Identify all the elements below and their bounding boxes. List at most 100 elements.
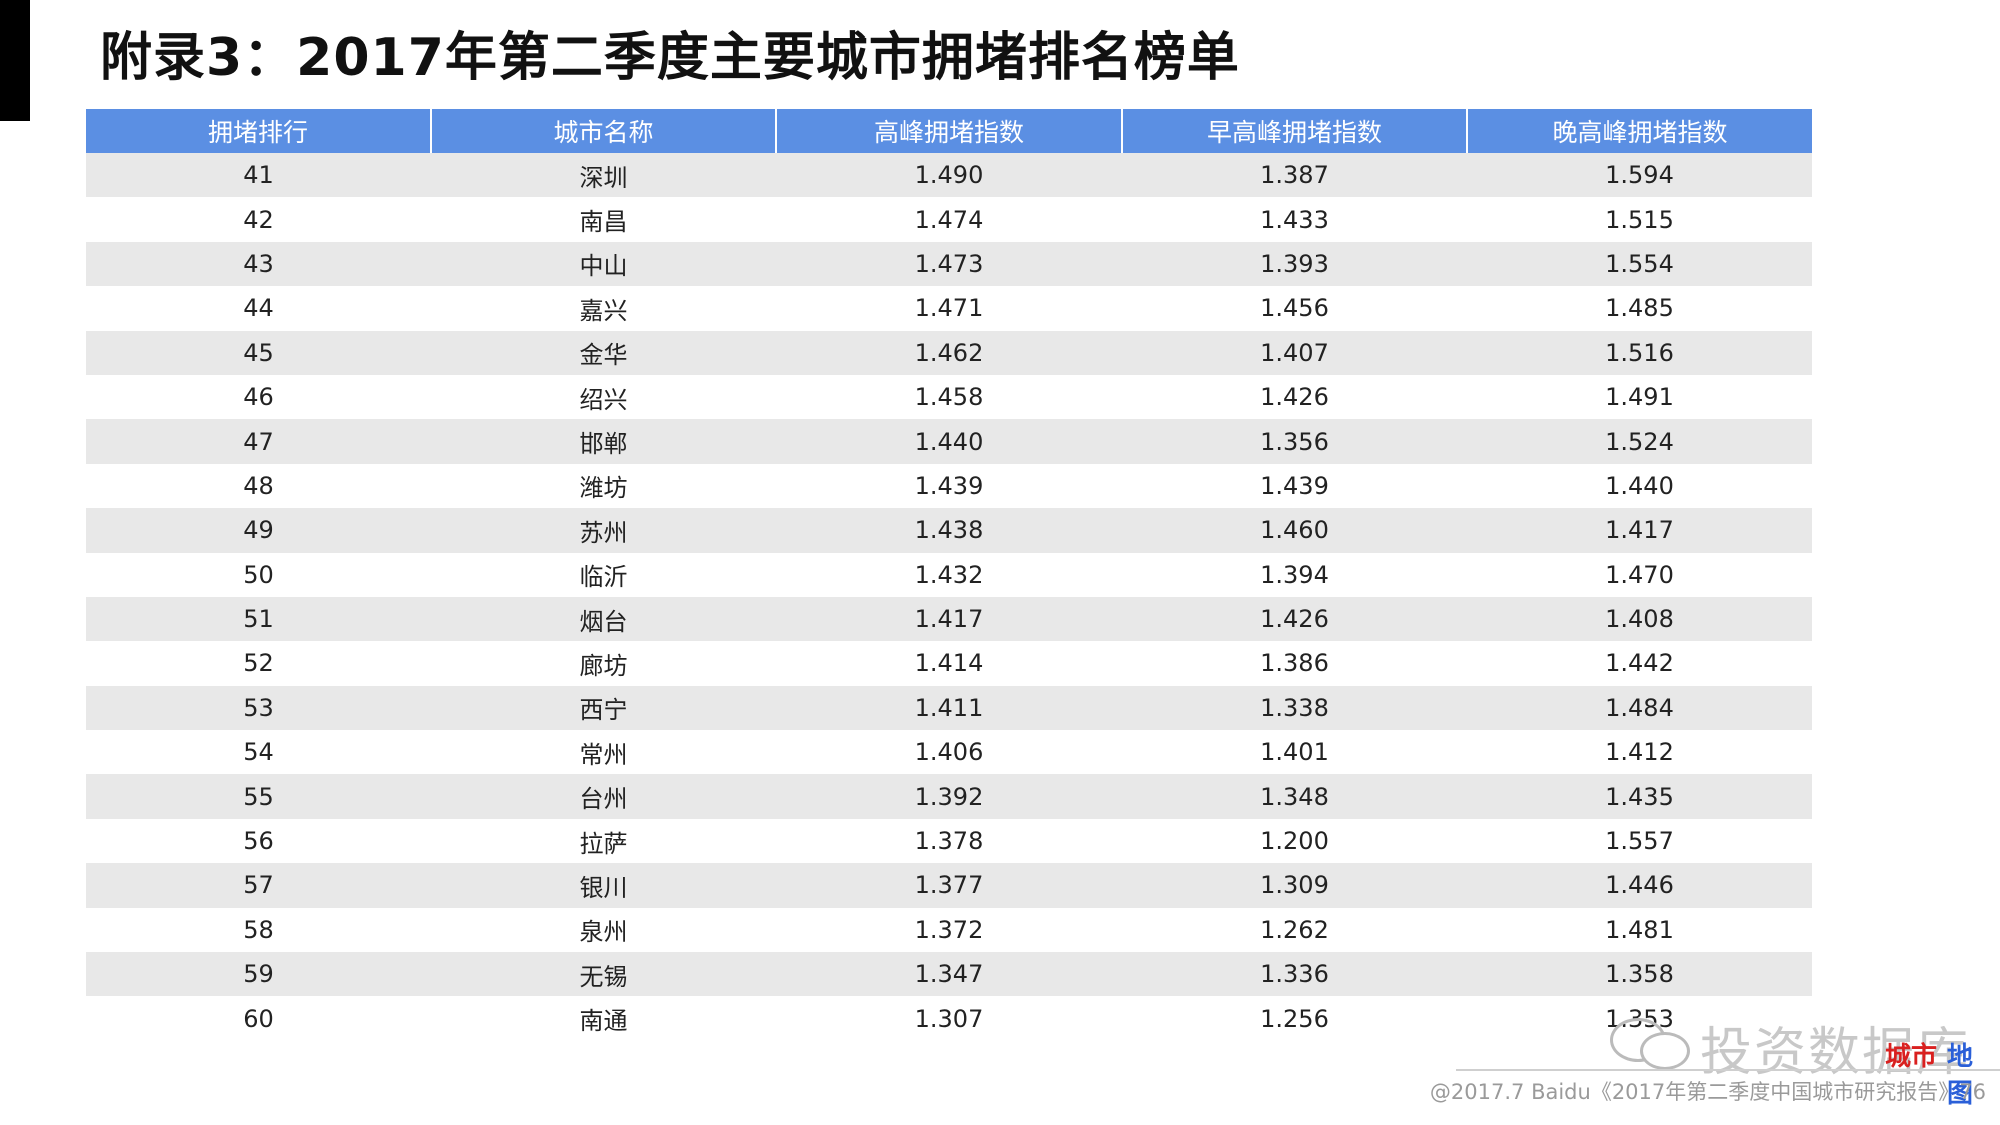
cell-morning-peak-index: 1.433	[1122, 197, 1467, 242]
cell-morning-peak-index: 1.407	[1122, 330, 1467, 375]
table-row: 47 邯郸 1.440 1.356 1.524	[86, 419, 1812, 464]
cell-rank: 60	[86, 996, 431, 1041]
cell-city: 深圳	[431, 153, 776, 198]
cell-morning-peak-index: 1.338	[1122, 685, 1467, 731]
cell-rank: 41	[86, 153, 431, 198]
table-row: 50 临沂 1.432 1.394 1.470	[86, 552, 1812, 597]
page-title: 附录3：2017年第二季度主要城市拥堵排名榜单	[100, 28, 1240, 88]
cell-city: 台州	[431, 774, 776, 819]
cell-rank: 54	[86, 730, 431, 775]
watermark: 投资数据库 城市 地图	[1600, 1000, 2000, 1109]
table-row: 59 无锡 1.347 1.336 1.358	[86, 952, 1812, 997]
cell-rank: 44	[86, 286, 431, 331]
cell-peak-index: 1.414	[776, 641, 1122, 686]
cell-city: 苏州	[431, 508, 776, 553]
table-header-row: 拥堵排行 城市名称 高峰拥堵指数 早高峰拥堵指数 晚高峰拥堵指数	[86, 109, 1812, 153]
cell-evening-peak-index: 1.515	[1467, 197, 1812, 242]
cell-city: 拉萨	[431, 818, 776, 864]
cell-evening-peak-index: 1.470	[1467, 552, 1812, 597]
table-row: 52 廊坊 1.414 1.386 1.442	[86, 641, 1812, 686]
cell-rank: 56	[86, 818, 431, 864]
cell-city: 西宁	[431, 685, 776, 731]
table-row: 57 银川 1.377 1.309 1.446	[86, 863, 1812, 908]
table-row: 44 嘉兴 1.471 1.456 1.485	[86, 286, 1812, 331]
table-row: 55 台州 1.392 1.348 1.435	[86, 774, 1812, 819]
cell-morning-peak-index: 1.386	[1122, 641, 1467, 686]
cell-city: 临沂	[431, 552, 776, 597]
cell-morning-peak-index: 1.460	[1122, 508, 1467, 553]
cell-peak-index: 1.347	[776, 952, 1122, 997]
cell-morning-peak-index: 1.456	[1122, 286, 1467, 331]
cell-peak-index: 1.440	[776, 419, 1122, 464]
header-morning-peak-index: 早高峰拥堵指数	[1121, 109, 1467, 153]
cell-rank: 51	[86, 596, 431, 642]
table-row: 48 潍坊 1.439 1.439 1.440	[86, 463, 1812, 509]
cell-peak-index: 1.490	[776, 153, 1122, 198]
cell-evening-peak-index: 1.417	[1467, 508, 1812, 553]
cell-peak-index: 1.378	[776, 818, 1122, 864]
cell-evening-peak-index: 1.412	[1467, 730, 1812, 775]
table-row: 54 常州 1.406 1.401 1.412	[86, 730, 1812, 775]
cell-morning-peak-index: 1.387	[1122, 153, 1467, 198]
table-row: 41 深圳 1.490 1.387 1.594	[86, 153, 1812, 198]
cell-city: 潍坊	[431, 463, 776, 509]
cell-morning-peak-index: 1.426	[1122, 596, 1467, 642]
wechat-icon-bubble	[1640, 1032, 1690, 1070]
cell-peak-index: 1.411	[776, 685, 1122, 731]
cell-evening-peak-index: 1.358	[1467, 952, 1812, 997]
cell-evening-peak-index: 1.485	[1467, 286, 1812, 331]
cell-morning-peak-index: 1.262	[1122, 907, 1467, 953]
cell-evening-peak-index: 1.554	[1467, 241, 1812, 287]
cell-morning-peak-index: 1.356	[1122, 419, 1467, 464]
table-row: 53 西宁 1.411 1.338 1.484	[86, 685, 1812, 731]
cell-peak-index: 1.417	[776, 596, 1122, 642]
cell-city: 中山	[431, 241, 776, 287]
cell-evening-peak-index: 1.484	[1467, 685, 1812, 731]
congestion-ranking-table: 拥堵排行 城市名称 高峰拥堵指数 早高峰拥堵指数 晚高峰拥堵指数 41 深圳 1.4…	[86, 109, 1812, 1041]
cell-rank: 43	[86, 241, 431, 287]
cell-city: 绍兴	[431, 374, 776, 420]
cell-rank: 57	[86, 863, 431, 908]
cell-city: 金华	[431, 330, 776, 375]
left-accent-bar	[0, 0, 30, 121]
cell-city: 常州	[431, 730, 776, 775]
cell-rank: 55	[86, 774, 431, 819]
cell-city: 泉州	[431, 907, 776, 953]
cell-city: 邯郸	[431, 419, 776, 464]
cell-rank: 46	[86, 374, 431, 420]
cell-peak-index: 1.372	[776, 907, 1122, 953]
cell-morning-peak-index: 1.200	[1122, 818, 1467, 864]
cell-evening-peak-index: 1.491	[1467, 374, 1812, 420]
cell-rank: 58	[86, 907, 431, 953]
cell-peak-index: 1.377	[776, 863, 1122, 908]
cell-morning-peak-index: 1.426	[1122, 374, 1467, 420]
cell-city: 无锡	[431, 952, 776, 997]
logo-blue-text: 地图	[1947, 1042, 1974, 1109]
cell-morning-peak-index: 1.393	[1122, 241, 1467, 287]
cell-peak-index: 1.462	[776, 330, 1122, 375]
table-body: 41 深圳 1.490 1.387 1.594 42 南昌 1.474 1.433 1.515 43…	[86, 153, 1812, 1041]
cell-peak-index: 1.439	[776, 463, 1122, 509]
cell-peak-index: 1.406	[776, 730, 1122, 775]
cell-evening-peak-index: 1.481	[1467, 907, 1812, 953]
cell-evening-peak-index: 1.557	[1467, 818, 1812, 864]
header-rank: 拥堵排行	[86, 109, 431, 153]
cell-morning-peak-index: 1.336	[1122, 952, 1467, 997]
cell-peak-index: 1.474	[776, 197, 1122, 242]
cell-rank: 53	[86, 685, 431, 731]
cell-morning-peak-index: 1.394	[1122, 552, 1467, 597]
table-row: 58 泉州 1.372 1.262 1.481	[86, 907, 1812, 953]
cell-evening-peak-index: 1.408	[1467, 596, 1812, 642]
cell-rank: 59	[86, 952, 431, 997]
cell-evening-peak-index: 1.442	[1467, 641, 1812, 686]
cell-morning-peak-index: 1.256	[1122, 996, 1467, 1041]
table-row: 42 南昌 1.474 1.433 1.515	[86, 197, 1812, 242]
cell-evening-peak-index: 1.524	[1467, 419, 1812, 464]
watermark-text: 投资数据库	[1700, 1023, 1971, 1083]
cell-morning-peak-index: 1.439	[1122, 463, 1467, 509]
cell-city: 烟台	[431, 596, 776, 642]
cell-rank: 47	[86, 419, 431, 464]
cell-peak-index: 1.438	[776, 508, 1122, 553]
cell-rank: 50	[86, 552, 431, 597]
cell-city: 嘉兴	[431, 286, 776, 331]
